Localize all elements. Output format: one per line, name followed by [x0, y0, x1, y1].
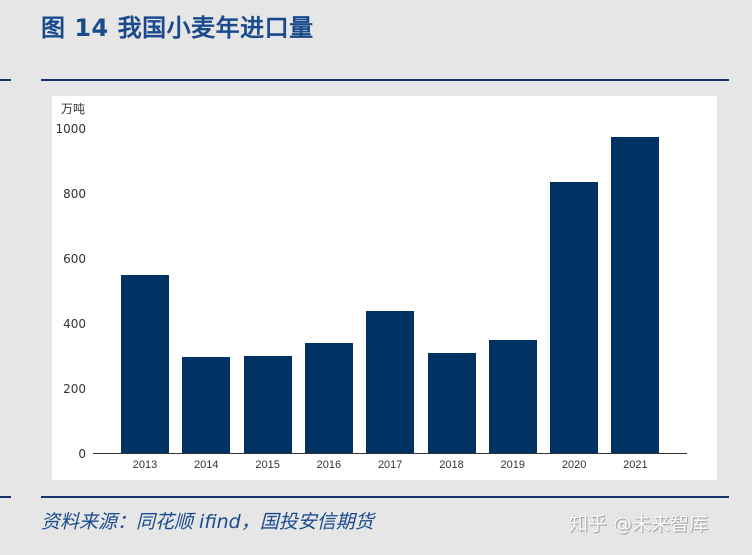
y-axis-unit: 万吨: [61, 102, 86, 116]
source-note: 资料来源：同花顺 ifind，国投安信期货: [41, 511, 374, 533]
y-tick-0: 0: [78, 447, 86, 461]
bar-2020: [550, 182, 599, 454]
y-tick-1000: 1000: [55, 122, 86, 136]
bar-2013: [121, 274, 169, 454]
x-tick-2020: 2020: [561, 459, 587, 471]
x-tick-2018: 2018: [439, 459, 464, 471]
y-tick-400: 400: [63, 317, 86, 331]
y-tick-800: 800: [63, 187, 86, 201]
x-tick-2016: 2016: [316, 459, 342, 471]
y-axis-labels: 1000 800 600 400 200 0: [46, 0, 86, 555]
bar-2016: [304, 342, 353, 454]
x-tick-2014: 2014: [194, 459, 219, 471]
x-tick-2019: 2019: [500, 459, 526, 471]
x-axis-line: [93, 453, 687, 454]
watermark: 知乎 @未来智库: [569, 513, 709, 535]
bar-2015: [243, 356, 292, 454]
bar-2019: [488, 340, 537, 454]
bottom-rule: [41, 496, 729, 498]
top-left-rule: [0, 79, 11, 81]
bar-2021: [611, 137, 660, 454]
x-tick-2017: 2017: [377, 459, 403, 471]
bar-2017: [366, 310, 415, 454]
bottom-left-rule: [0, 496, 11, 498]
top-rule: [41, 79, 729, 81]
x-tick-2015: 2015: [255, 459, 280, 471]
bar-2014: [182, 356, 231, 454]
x-tick-2013: 2013: [132, 459, 158, 471]
x-tick-2021: 2021: [623, 459, 648, 471]
y-tick-200: 200: [63, 382, 86, 396]
y-tick-600: 600: [63, 252, 86, 266]
figure-title: 图 14 我国小麦年进口量: [41, 14, 314, 42]
bar-2018: [427, 353, 476, 454]
